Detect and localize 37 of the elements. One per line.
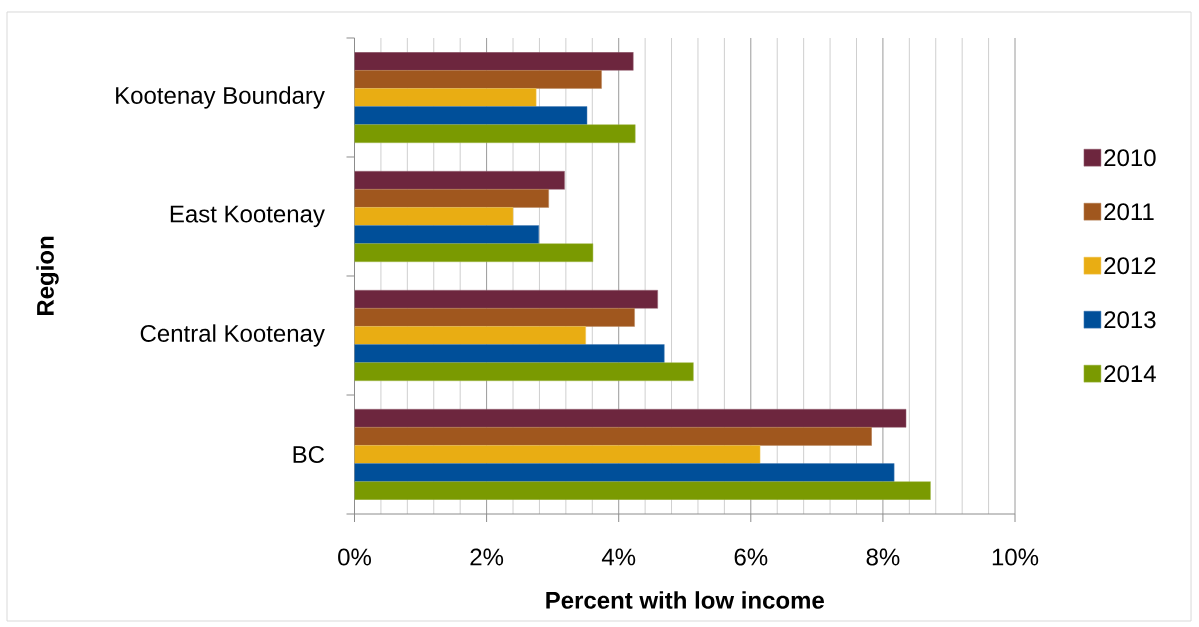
legend-label: 2012 bbox=[1104, 257, 1156, 275]
bar bbox=[354, 463, 895, 482]
x-tick-label: 6% bbox=[734, 548, 768, 566]
bar bbox=[354, 70, 602, 89]
x-axis-title: Percent with low income bbox=[546, 591, 824, 609]
x-tick-label: 2% bbox=[470, 548, 504, 566]
bar bbox=[354, 189, 549, 208]
bar bbox=[354, 106, 588, 125]
y-tick-label: Central Kootenay bbox=[140, 324, 325, 347]
legend-label: 2014 bbox=[1104, 365, 1156, 383]
bar bbox=[354, 52, 634, 71]
bar bbox=[354, 171, 565, 190]
bar bbox=[354, 225, 540, 244]
legend-label: 2013 bbox=[1104, 311, 1156, 329]
bar bbox=[354, 243, 594, 262]
bar bbox=[354, 481, 931, 500]
bar bbox=[354, 344, 665, 363]
bar bbox=[354, 362, 694, 381]
x-tick-label: 0% bbox=[338, 548, 371, 566]
y-axis-title: Region bbox=[36, 236, 59, 316]
y-tick-label: Kootenay Boundary bbox=[116, 86, 325, 109]
x-tick-label: 10% bbox=[992, 548, 1039, 566]
legend-label: 2010 bbox=[1104, 149, 1156, 167]
bar bbox=[354, 308, 635, 327]
bar bbox=[354, 409, 907, 428]
x-tick-label: 4% bbox=[601, 548, 636, 566]
bar bbox=[354, 124, 636, 143]
y-tick-label: East Kootenay bbox=[170, 205, 325, 228]
bar bbox=[354, 326, 586, 345]
bar bbox=[354, 427, 872, 446]
bar bbox=[354, 290, 658, 309]
bar bbox=[354, 88, 537, 107]
legend-label: 2011 bbox=[1104, 203, 1154, 221]
y-tick-label: BC bbox=[293, 446, 325, 463]
bar bbox=[354, 445, 761, 464]
bar bbox=[354, 207, 514, 226]
x-tick-label: 8% bbox=[866, 548, 900, 566]
